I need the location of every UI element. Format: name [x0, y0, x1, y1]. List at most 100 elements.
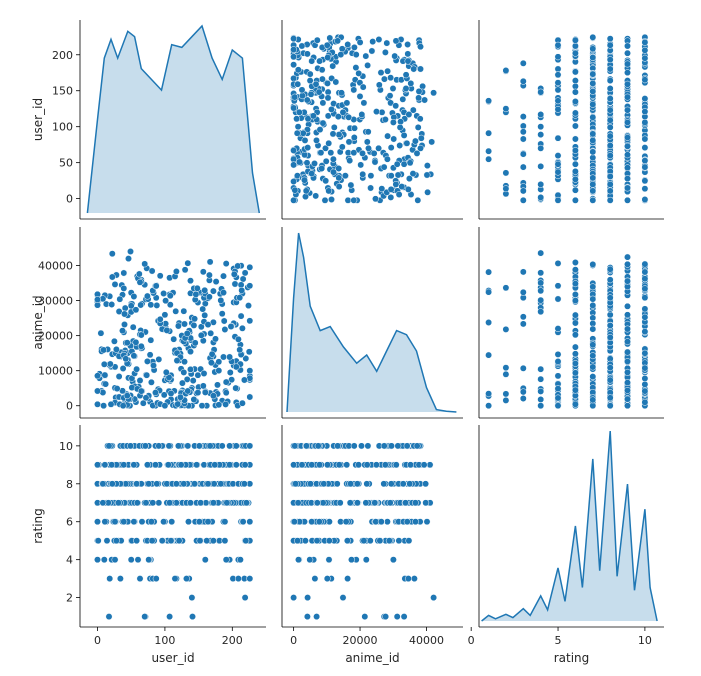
scatter-point [212, 335, 219, 343]
scatter-point [571, 350, 579, 358]
scatter-point [301, 537, 309, 545]
scatter-point [571, 311, 579, 319]
scatter-point [123, 339, 131, 347]
scatter-point [180, 480, 188, 488]
scatter-point [405, 537, 413, 545]
scatter-point [414, 123, 422, 131]
scatter-point [589, 325, 597, 333]
scatter-point [291, 442, 299, 450]
scatter-point [156, 315, 164, 323]
scatter-point [338, 143, 346, 151]
y-tick-label: 0 [66, 193, 73, 206]
scatter-point [641, 135, 649, 143]
scatter-point [384, 132, 392, 140]
panel-anime_id-vs-anime_id [281, 227, 463, 419]
scatter-point [241, 269, 249, 277]
scatter-point [606, 276, 614, 284]
scatter-point [184, 442, 192, 450]
scatter-point [352, 64, 360, 72]
scatter-point [387, 193, 395, 201]
scatter-point [143, 292, 151, 300]
scatter-point [302, 187, 310, 195]
scatter-point [641, 285, 649, 293]
scatter-point [375, 144, 383, 152]
scatter-point [103, 537, 111, 545]
scatter-point [378, 185, 386, 193]
scatter-point [571, 259, 579, 266]
scatter-point [222, 400, 230, 408]
scatter-point [502, 284, 510, 292]
scatter-point [294, 499, 302, 507]
scatter-point [423, 518, 431, 526]
scatter-point [537, 387, 545, 395]
scatter-point [209, 537, 217, 545]
scatter-point [606, 180, 614, 188]
scatter-point [624, 80, 631, 88]
scatter-point [485, 288, 493, 296]
scatter-point [589, 79, 597, 87]
scatter-point [485, 97, 493, 105]
scatter-point [606, 187, 614, 195]
scatter-point [350, 149, 358, 157]
scatter-point [148, 267, 156, 275]
scatter-point [318, 75, 326, 83]
scatter-point [147, 518, 155, 526]
scatter-point [220, 317, 228, 325]
scatter-point [537, 180, 545, 188]
scatter-point [246, 442, 254, 450]
scatter-point [606, 56, 614, 64]
scatter-point [303, 613, 311, 621]
scatter-point [342, 518, 350, 526]
scatter-point [317, 149, 325, 157]
scatter-point [315, 518, 323, 526]
scatter-point [387, 185, 395, 193]
scatter-point [193, 284, 201, 292]
scatter-point [335, 131, 343, 139]
scatter-point [589, 283, 597, 291]
scatter-point [313, 499, 321, 507]
scatter-point [222, 260, 230, 268]
scatter-point [537, 308, 545, 316]
scatter-point [323, 41, 331, 49]
scatter-point [112, 537, 120, 545]
scatter-point [641, 196, 649, 203]
scatter-point [375, 81, 383, 89]
scatter-point [306, 556, 314, 564]
scatter-point [395, 537, 403, 545]
scatter-point [134, 556, 142, 564]
scatter-point [405, 111, 413, 118]
scatter-point [387, 144, 395, 152]
scatter-point [392, 37, 400, 45]
scatter-point [624, 49, 631, 57]
scatter-point [304, 144, 312, 152]
scatter-point [243, 499, 250, 507]
scatter-point [356, 38, 364, 46]
scatter-point [127, 302, 135, 310]
x-tick-label: 0 [468, 634, 475, 647]
scatter-point [589, 260, 597, 268]
scatter-point [302, 193, 309, 201]
x-axis-label-rating: rating [554, 651, 590, 665]
scatter-point [537, 88, 545, 96]
scatter-point [392, 461, 400, 469]
scatter-point [362, 52, 370, 60]
scatter-point [589, 54, 597, 61]
scatter-point [571, 331, 579, 339]
scatter-point [176, 393, 184, 401]
scatter-point [336, 499, 344, 507]
scatter-point [291, 93, 299, 101]
scatter-point [397, 118, 405, 126]
x-tick-label: 20000 [343, 634, 378, 647]
kde-fill-anime_id [287, 233, 457, 412]
scatter-point [108, 273, 116, 281]
scatter-point [641, 313, 649, 321]
scatter-point [290, 155, 298, 163]
scatter-point [322, 177, 330, 185]
scatter-point [245, 348, 253, 356]
scatter-point [329, 130, 337, 138]
y-tick-label: 8 [66, 478, 73, 491]
scatter-point [155, 442, 163, 450]
scatter-point [571, 109, 579, 117]
scatter-point [153, 301, 161, 309]
scatter-point [187, 348, 194, 356]
